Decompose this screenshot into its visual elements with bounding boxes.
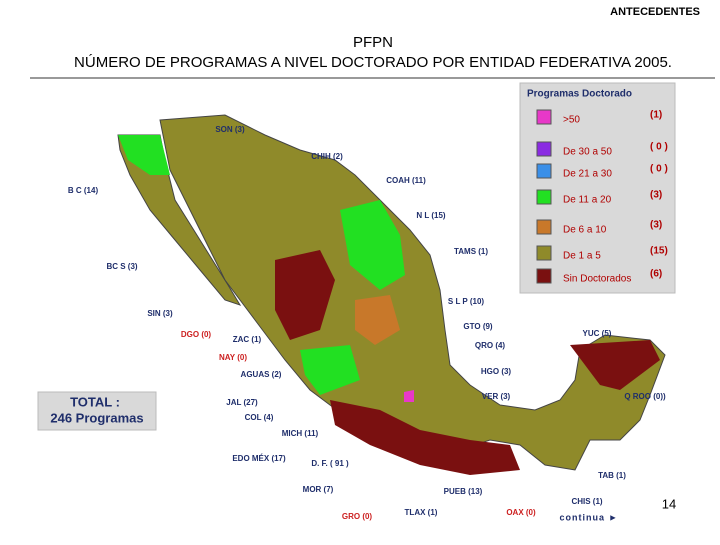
- legend-swatch: [536, 245, 552, 261]
- state-label: TAMS (1): [454, 247, 488, 256]
- state-label: AGUAS (2): [241, 370, 282, 379]
- state-label: MOR (7): [303, 485, 334, 494]
- legend-label: De 11 a 20: [563, 195, 612, 206]
- title-line: PFPN: [353, 34, 393, 51]
- state-label: COL (4): [245, 413, 274, 422]
- legend-count: ( 0 ): [650, 164, 668, 175]
- state-label: D. F. ( 91 ): [311, 459, 349, 468]
- state-label: N L (15): [416, 211, 446, 220]
- header: ANTECEDENTES: [610, 6, 700, 18]
- state-label: SIN (3): [147, 309, 173, 318]
- legend-swatch: [536, 141, 552, 157]
- continue-link[interactable]: continua ►: [560, 512, 619, 522]
- legend-swatch: [536, 109, 552, 125]
- state-label: VER (3): [482, 392, 511, 401]
- state-label: DGO (0): [181, 330, 212, 339]
- legend-swatch: [536, 219, 552, 235]
- state-label: JAL (27): [226, 398, 258, 407]
- state-label: YUC (5): [583, 329, 612, 338]
- state-label: QRO (4): [475, 341, 506, 350]
- state-label: B C (14): [68, 186, 99, 195]
- state-label: TAB (1): [598, 471, 626, 480]
- state-label: ZAC (1): [233, 335, 262, 344]
- state-label: EDO MÉX (17): [232, 454, 286, 463]
- state-label: CHIS (1): [571, 497, 602, 506]
- state-label: MICH (11): [282, 429, 319, 438]
- state-label: Q ROO (0)): [624, 392, 666, 401]
- total-box: TOTAL : 246 Programas: [37, 391, 157, 431]
- legend-count: (3): [650, 190, 662, 201]
- legend-swatch: [536, 268, 552, 284]
- legend-count: (6): [650, 269, 662, 280]
- state-label: NAY (0): [219, 353, 247, 362]
- legend-swatch: [536, 189, 552, 205]
- page-number: 14: [662, 496, 676, 511]
- legend-count: (1): [650, 110, 662, 121]
- legend-label: >50: [563, 115, 580, 126]
- state-label: COAH (11): [386, 176, 426, 185]
- state-label: PUEB (13): [444, 487, 483, 496]
- total-label: TOTAL :: [70, 394, 120, 409]
- state-label: TLAX (1): [405, 508, 438, 517]
- legend-count: ( 0 ): [650, 142, 668, 153]
- total-value: 246 Programas: [50, 410, 143, 425]
- state-label: HGO (3): [481, 367, 512, 376]
- legend-label: De 1 a 5: [563, 251, 601, 262]
- title-line: NÚMERO DE PROGRAMAS A NIVEL DOCTORADO PO…: [74, 54, 672, 71]
- legend-label: De 21 a 30: [563, 169, 612, 180]
- legend-title: Programas Doctorado: [527, 89, 632, 100]
- legend-label: Sin Doctorados: [563, 274, 631, 285]
- state-label: BC S (3): [106, 262, 137, 271]
- state-label: SON (3): [215, 125, 245, 134]
- state-label: OAX (0): [506, 508, 536, 517]
- state-label: S L P (10): [448, 297, 485, 306]
- total-bg: [37, 391, 157, 431]
- state-label: CHIH (2): [311, 152, 343, 161]
- legend-count: (15): [650, 246, 668, 257]
- legend-label: De 30 a 50: [563, 147, 612, 158]
- legend-count: (3): [650, 220, 662, 231]
- legend-swatch: [536, 163, 552, 179]
- state-label: GRO (0): [342, 512, 373, 521]
- map: [117, 114, 666, 475]
- legend-label: De 6 a 10: [563, 225, 607, 236]
- state-label: GTO (9): [463, 322, 493, 331]
